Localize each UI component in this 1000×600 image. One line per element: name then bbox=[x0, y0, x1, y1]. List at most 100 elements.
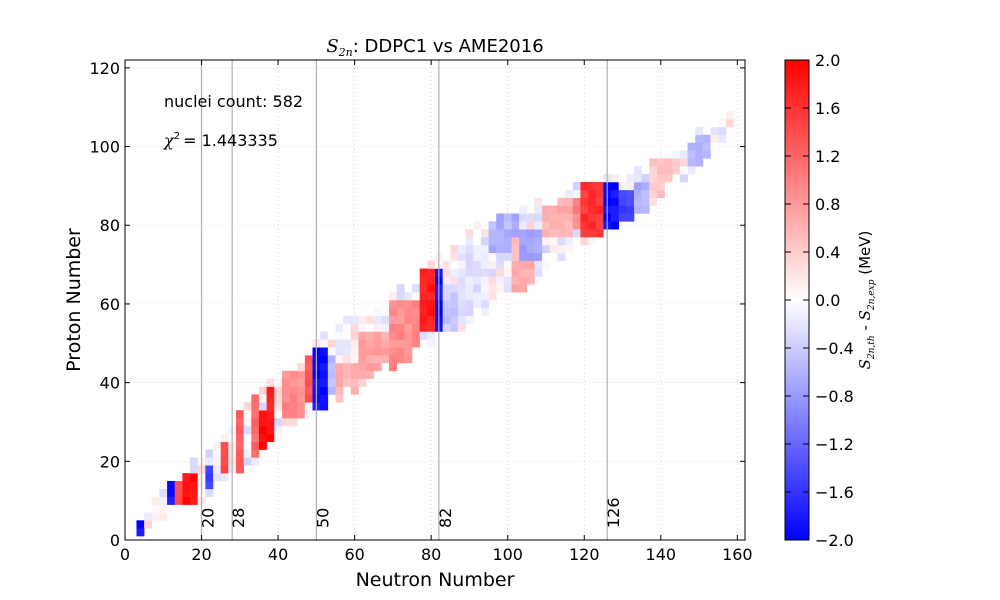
heatmap-cell bbox=[565, 237, 574, 246]
heatmap-cell bbox=[258, 410, 267, 419]
heatmap-cell bbox=[266, 425, 275, 435]
heatmap-cell bbox=[213, 457, 221, 466]
heatmap-cell bbox=[358, 339, 367, 348]
heatmap-cell bbox=[679, 150, 688, 159]
heatmap-cell bbox=[427, 284, 436, 293]
heatmap-cell bbox=[274, 410, 283, 419]
heatmap-cell bbox=[580, 181, 589, 191]
heatmap-cell bbox=[503, 244, 512, 254]
heatmap-cell bbox=[542, 205, 551, 214]
heatmap-cell bbox=[320, 339, 329, 348]
heatmap-cell bbox=[641, 181, 650, 191]
heatmap-cell bbox=[251, 425, 260, 435]
heatmap-cell bbox=[289, 370, 298, 379]
heatmap-cell bbox=[174, 496, 183, 505]
heatmap-cell bbox=[488, 260, 497, 269]
heatmap-cell bbox=[626, 174, 635, 183]
heatmap-cell bbox=[473, 300, 482, 309]
heatmap-cell bbox=[457, 300, 466, 309]
heatmap-cell bbox=[266, 386, 275, 395]
heatmap-cell bbox=[465, 244, 474, 254]
heatmap-cell bbox=[350, 370, 359, 379]
heatmap-cell bbox=[327, 378, 336, 387]
heatmap-cell bbox=[695, 126, 704, 136]
heatmap-cell bbox=[389, 315, 398, 324]
heatmap-cell bbox=[366, 315, 375, 324]
heatmap-cell bbox=[243, 418, 252, 427]
heatmap-cell bbox=[281, 394, 290, 403]
heatmap-cell bbox=[542, 229, 551, 238]
heatmap-cell bbox=[151, 496, 160, 505]
heatmap-cell bbox=[151, 512, 160, 521]
heatmap-cell bbox=[243, 433, 252, 442]
colorbar-tick-label: 0.4 bbox=[815, 243, 840, 262]
heatmap-cell bbox=[611, 181, 619, 191]
heatmap-cell bbox=[251, 433, 260, 442]
heatmap-cell bbox=[611, 221, 619, 230]
heatmap-cell bbox=[664, 174, 673, 183]
heatmap-cell bbox=[266, 378, 275, 387]
heatmap-cell bbox=[695, 142, 704, 151]
heatmap-cell bbox=[465, 284, 474, 293]
heatmap-cell bbox=[213, 441, 221, 450]
heatmap-cell bbox=[480, 229, 489, 238]
colorbar-tick-label: 0.0 bbox=[815, 291, 840, 310]
magic-label: 82 bbox=[436, 508, 455, 528]
heatmap-cell bbox=[320, 355, 329, 364]
heatmap-cell bbox=[389, 323, 398, 332]
heatmap-cell bbox=[488, 284, 497, 293]
heatmap-cell bbox=[526, 244, 535, 254]
heatmap-cell bbox=[389, 339, 398, 348]
heatmap-cell bbox=[549, 237, 558, 246]
heatmap-cell bbox=[473, 268, 482, 277]
heatmap-cell bbox=[144, 520, 153, 529]
heatmap-cell bbox=[419, 331, 428, 340]
heatmap-cell bbox=[304, 402, 313, 411]
heatmap-cell bbox=[404, 307, 413, 317]
heatmap-cell bbox=[618, 205, 627, 214]
heatmap-cell bbox=[381, 331, 390, 340]
heatmap-cell bbox=[679, 158, 688, 167]
heatmap-cell bbox=[350, 355, 359, 364]
heatmap-cell bbox=[427, 276, 436, 285]
heatmap-cell bbox=[611, 174, 619, 183]
heatmap-cell bbox=[649, 197, 658, 206]
heatmap-cell bbox=[297, 402, 306, 411]
heatmap-cell bbox=[396, 355, 405, 364]
heatmap-cell bbox=[718, 134, 727, 143]
chi-power: 2 bbox=[174, 131, 180, 142]
heatmap-cell bbox=[496, 276, 505, 285]
y-tick-label: 40 bbox=[100, 374, 120, 393]
heatmap-cell bbox=[457, 244, 466, 254]
heatmap-cell bbox=[557, 221, 566, 230]
cbar-label-mid: - bbox=[856, 320, 874, 335]
heatmap-cell bbox=[366, 339, 375, 348]
heatmap-cell bbox=[404, 331, 413, 340]
heatmap-cell bbox=[664, 166, 673, 175]
heatmap-cell bbox=[664, 158, 673, 167]
heatmap-cell bbox=[281, 386, 290, 395]
heatmap-cell bbox=[266, 402, 275, 411]
heatmap-cell bbox=[549, 221, 558, 230]
heatmap-cell bbox=[167, 504, 176, 513]
x-tick-label: 20 bbox=[191, 545, 211, 564]
heatmap-cell bbox=[335, 386, 344, 395]
heatmap-cell bbox=[649, 166, 658, 175]
magic-label: 20 bbox=[199, 508, 218, 528]
colorbar-tick-label: −2.0 bbox=[815, 531, 854, 550]
heatmap-cell bbox=[350, 339, 359, 348]
heatmap-cell bbox=[251, 418, 260, 427]
heatmap-cell bbox=[503, 268, 512, 277]
colorbar-tick-label: −1.6 bbox=[815, 483, 854, 502]
magic-label: 126 bbox=[604, 497, 623, 528]
heatmap-cell bbox=[679, 166, 688, 175]
x-tick-label: 140 bbox=[646, 545, 677, 564]
heatmap-cell bbox=[511, 260, 520, 269]
heatmap-cell bbox=[243, 402, 252, 411]
heatmap-cell bbox=[389, 292, 398, 301]
heatmap-cell bbox=[557, 213, 566, 222]
heatmap-cell bbox=[381, 355, 390, 364]
heatmap-cell bbox=[695, 134, 704, 143]
heatmap-cell bbox=[373, 355, 382, 364]
heatmap-cell bbox=[335, 331, 344, 340]
